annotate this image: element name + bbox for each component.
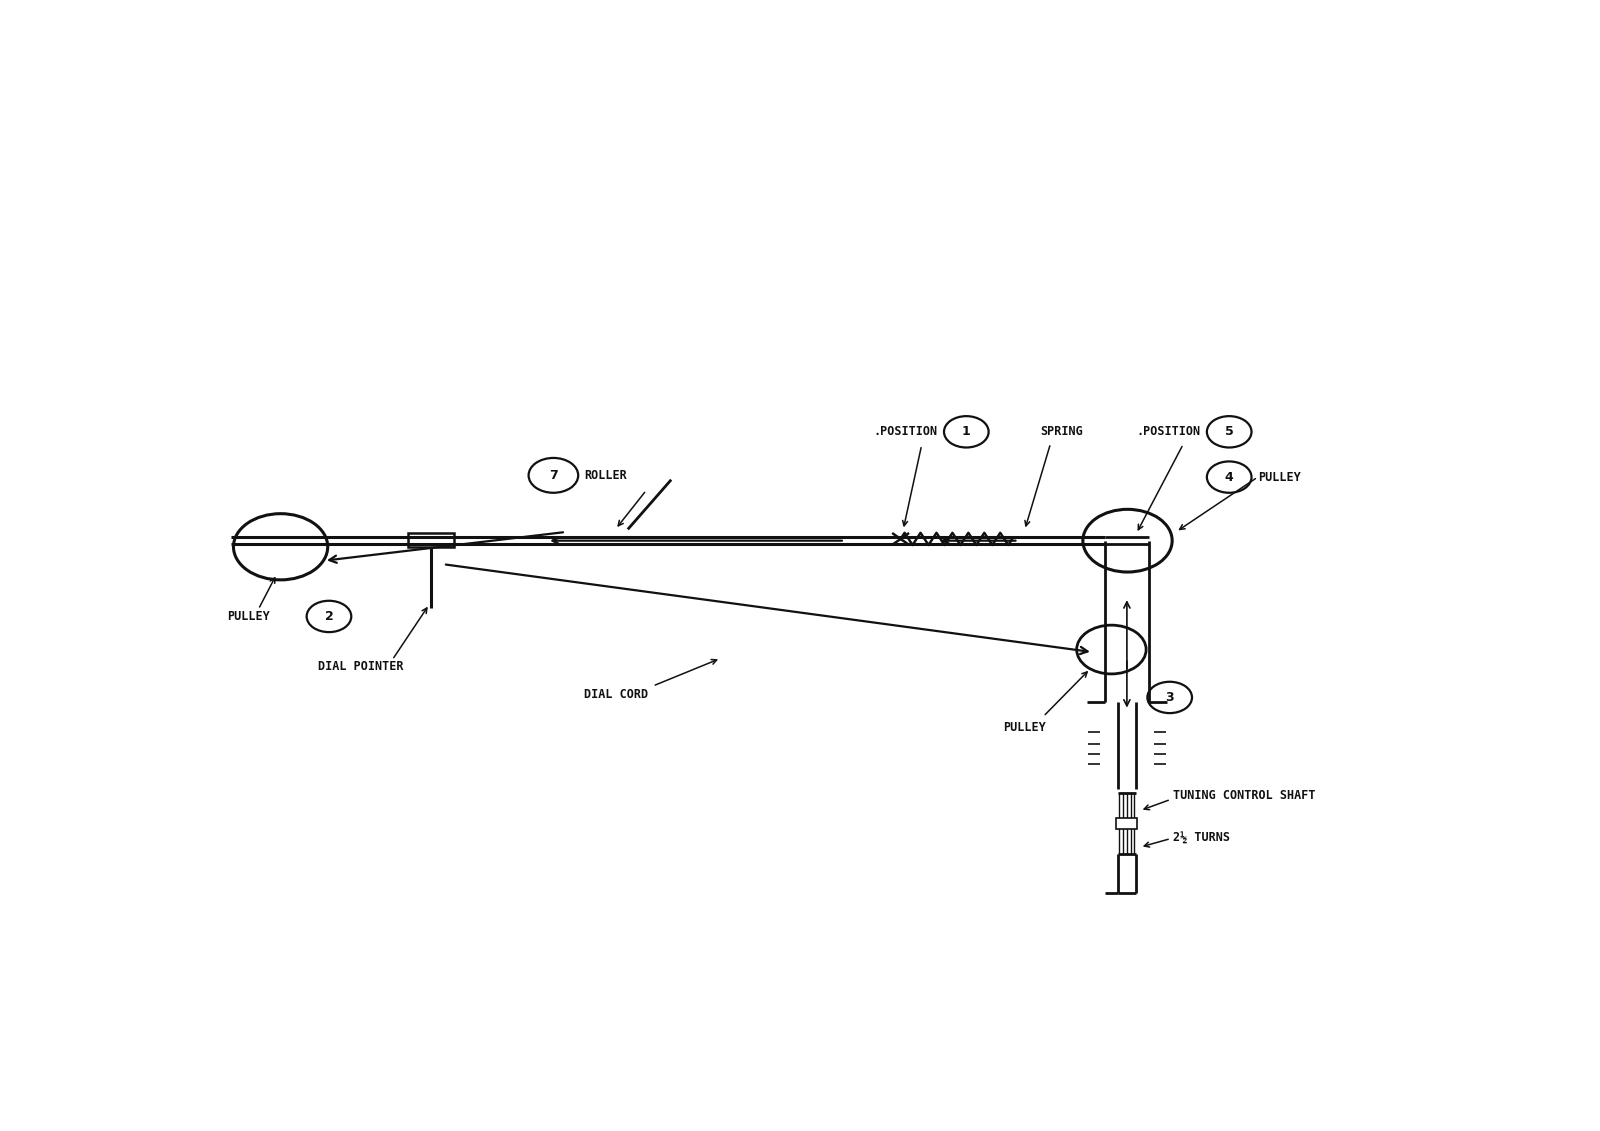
Text: PULLEY: PULLEY — [1258, 470, 1301, 484]
Text: PULLEY: PULLEY — [1003, 722, 1046, 734]
Text: .POSITION: .POSITION — [1136, 425, 1200, 439]
Text: 2: 2 — [325, 610, 333, 623]
Text: .POSITION: .POSITION — [874, 425, 938, 439]
Text: 5: 5 — [1226, 425, 1234, 439]
Text: DIAL POINTER: DIAL POINTER — [318, 661, 403, 673]
Text: 1: 1 — [962, 425, 971, 439]
Text: SPRING: SPRING — [1040, 425, 1083, 439]
Text: 7: 7 — [549, 469, 558, 482]
Text: TUNING CONTROL SHAFT: TUNING CONTROL SHAFT — [1173, 789, 1315, 802]
Text: PULLEY: PULLEY — [227, 610, 270, 623]
Text: 4: 4 — [1226, 470, 1234, 484]
Bar — [408, 533, 454, 546]
Text: 3: 3 — [1165, 691, 1174, 703]
Text: DIAL CORD: DIAL CORD — [584, 689, 648, 701]
Text: 2½ TURNS: 2½ TURNS — [1173, 832, 1230, 845]
Bar — [1117, 819, 1138, 829]
Text: ROLLER: ROLLER — [584, 469, 627, 482]
